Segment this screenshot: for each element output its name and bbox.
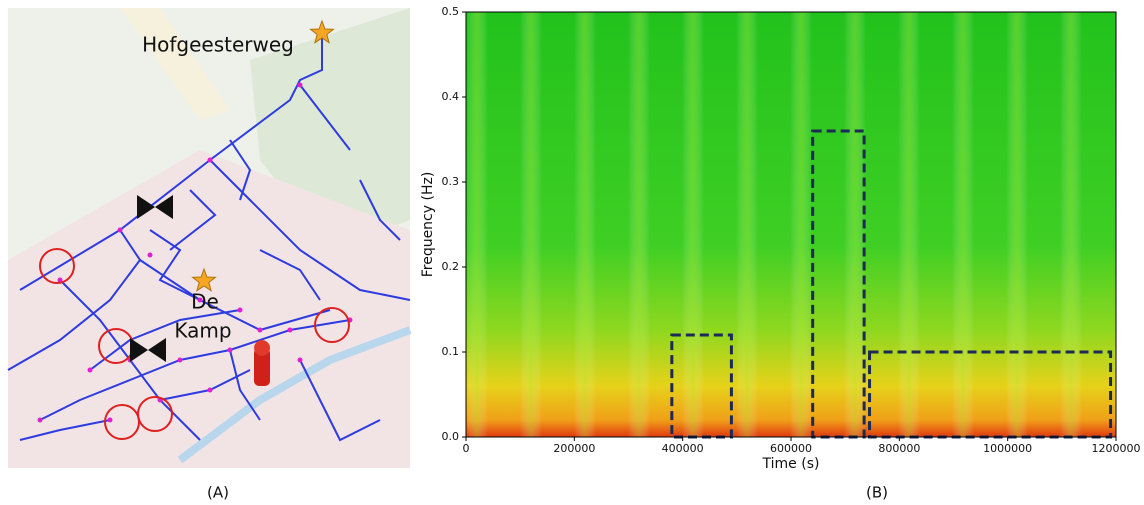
valve: [137, 195, 173, 219]
x-tick-label: 1200000: [1092, 442, 1141, 455]
leak-marker: [137, 396, 173, 432]
map-label: Hofgeesterweg: [142, 33, 294, 57]
node: [257, 327, 263, 333]
x-tick-label: 0: [463, 442, 470, 455]
pipe: [229, 349, 261, 421]
highlight-box: [868, 350, 1113, 439]
caption: (B): [866, 484, 888, 502]
hydrant: [254, 348, 270, 386]
y-tick-label: 0.2: [442, 260, 460, 273]
pipe: [19, 419, 111, 441]
caption: (A): [207, 484, 229, 502]
x-axis-label: Time (s): [762, 456, 820, 472]
node: [297, 82, 303, 88]
valve: [130, 338, 166, 362]
leak-marker: [314, 307, 350, 343]
y-axis-label: Frequency (Hz): [420, 172, 436, 278]
y-tick-label: 0.4: [442, 90, 460, 103]
canal: [177, 326, 412, 464]
x-tick-label: 400000: [662, 442, 704, 455]
node: [147, 252, 153, 258]
node: [107, 417, 113, 423]
pipe: [169, 189, 217, 251]
x-tick-label: 1000000: [983, 442, 1032, 455]
pipe: [299, 359, 381, 442]
y-tick-label: 0.1: [442, 345, 460, 358]
road: [120, 8, 230, 120]
leak-marker: [39, 248, 75, 284]
node: [87, 367, 93, 373]
sensor-star: [309, 19, 335, 44]
pipe: [149, 229, 201, 301]
node: [177, 357, 183, 363]
map-label: Kamp: [174, 319, 231, 343]
y-tick-label: 0.3: [442, 175, 460, 188]
y-tick-label: 0.5: [442, 5, 460, 18]
pipe: [209, 159, 411, 301]
y-tick-label: 0.0: [442, 430, 460, 443]
node: [197, 297, 203, 303]
node: [227, 347, 233, 353]
pipe: [89, 309, 241, 371]
node: [237, 307, 243, 313]
node: [117, 227, 123, 233]
node: [297, 357, 303, 363]
node: [207, 387, 213, 393]
pipe: [7, 229, 142, 371]
map-label: De: [191, 290, 219, 314]
spectrogram-chart: 0 200000 400000 600000 800000 1000000 1200000 0…: [420, 5, 1141, 502]
pipe: [299, 84, 351, 151]
pipe: [259, 249, 321, 301]
node: [57, 277, 63, 283]
pipe: [359, 179, 401, 241]
pipe: [139, 259, 331, 332]
node: [287, 327, 293, 333]
node: [37, 417, 43, 423]
node: [207, 157, 213, 163]
sensor-star: [191, 267, 217, 292]
x-tick-label: 800000: [878, 442, 920, 455]
hydrant-cap: [254, 340, 270, 356]
x-tick-label: 600000: [770, 442, 812, 455]
pipe: [229, 139, 252, 201]
map: Hofgeesterweg De Kamp (A): [7, 8, 412, 502]
x-tick-label: 200000: [553, 442, 595, 455]
spectrogram-stripes: [466, 12, 1116, 437]
highlight-box: [670, 333, 733, 439]
